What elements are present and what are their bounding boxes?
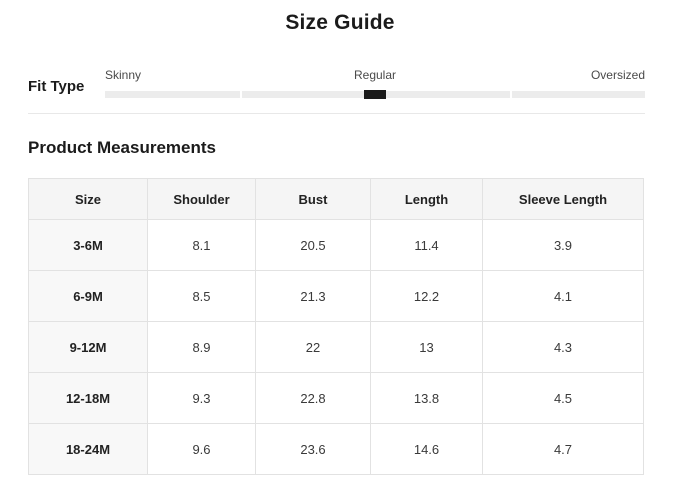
column-header: Shoulder [147,178,256,220]
column-header: Length [370,178,483,220]
fit-type-track[interactable] [105,90,645,99]
table-cell: 13.8 [370,372,483,424]
fit-type-options: Skinny Regular Oversized [105,68,645,82]
table-row: 6-9M 8.5 21.3 12.2 4.1 [28,270,644,322]
table-cell: 23.6 [255,423,371,475]
table-cell: 9.6 [147,423,256,475]
table-cell: 4.3 [482,321,644,373]
table-row: 3-6M 8.1 20.5 11.4 3.9 [28,219,644,271]
table-cell: 3.9 [482,219,644,271]
row-label: 12-18M [28,372,148,424]
table-cell: 9.3 [147,372,256,424]
row-label: 3-6M [28,219,148,271]
table-cell: 8.1 [147,219,256,271]
fit-type-slider-handle[interactable] [364,90,386,99]
table-cell: 22.8 [255,372,371,424]
row-label: 6-9M [28,270,148,322]
header-row: Size Shoulder Bust Length Sleeve Length [28,178,644,220]
column-header: Bust [255,178,371,220]
table-cell: 8.5 [147,270,256,322]
fit-type-label: Fit Type [28,78,85,95]
measurements-table-body: 3-6M 8.1 20.5 11.4 3.9 6-9M 8.5 21.3 12.2 4.1 9-12… [28,219,644,475]
column-header: Size [28,178,148,220]
table-cell: 4.1 [482,270,644,322]
table-cell: 21.3 [255,270,371,322]
track-segment-divider [510,91,512,98]
product-measurements-title: Product Measurements [28,138,216,157]
table-cell: 22 [255,321,371,373]
table-cell: 8.9 [147,321,256,373]
section-divider [28,113,645,114]
fit-option-regular[interactable]: Regular [353,68,397,82]
table-cell: 4.7 [482,423,644,475]
fit-type-slider[interactable]: Skinny Regular Oversized [105,68,645,99]
column-header: Sleeve Length [482,178,644,220]
fit-option-skinny[interactable]: Skinny [105,68,142,82]
table-cell: 14.6 [370,423,483,475]
table-cell: 12.2 [370,270,483,322]
table-cell: 20.5 [255,219,371,271]
table-row: 9-12M 8.9 22 13 4.3 [28,321,644,373]
measurements-table: Size Shoulder Bust Length Sleeve Length 3-6M… [28,178,644,475]
table-row: 12-18M 9.3 22.8 13.8 4.5 [28,372,644,424]
row-label: 9-12M [28,321,148,373]
table-cell: 4.5 [482,372,644,424]
measurements-table-header: Size Shoulder Bust Length Sleeve Length [28,178,644,220]
fit-option-oversized[interactable]: Oversized [590,68,645,82]
track-segment-divider [240,91,242,98]
table-cell: 11.4 [370,219,483,271]
fit-type-section: Fit Type Skinny Regular Oversized [28,68,645,99]
table-cell: 13 [370,321,483,373]
table-row: 18-24M 9.6 23.6 14.6 4.7 [28,423,644,475]
page-title: Size Guide [285,11,395,34]
row-label: 18-24M [28,423,148,475]
